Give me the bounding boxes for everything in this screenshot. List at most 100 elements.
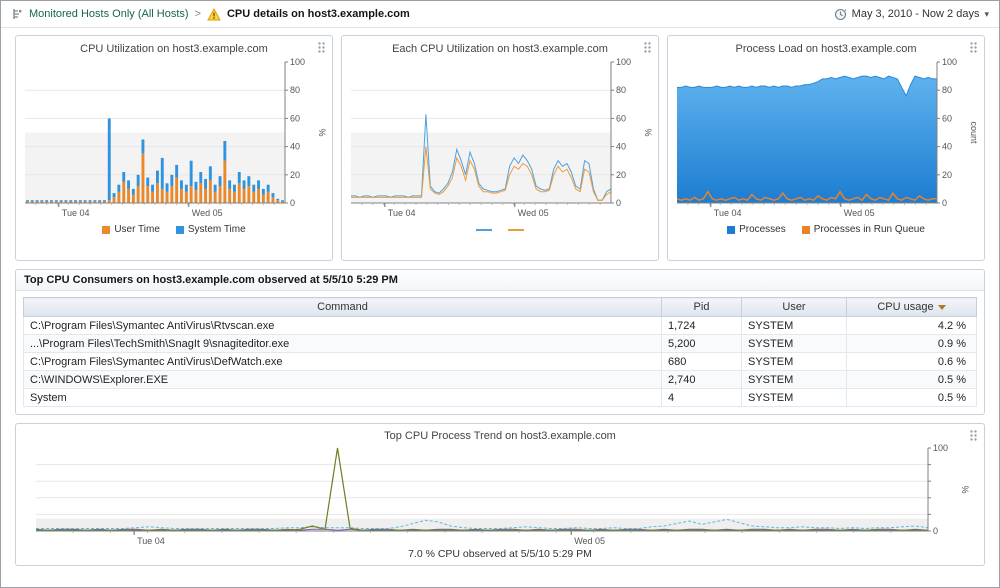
- table-row[interactable]: C:\Program Files\Symantec AntiVirus\Rtvs…: [23, 316, 977, 335]
- cell-cpu: 0.6 %: [846, 352, 977, 371]
- panel-top-cpu-consumers: Top CPU Consumers on host3.example.com o…: [15, 269, 985, 415]
- svg-text:%: %: [960, 485, 970, 493]
- cell-command: ...\Program Files\TechSmith\SnagIt 9\sna…: [23, 334, 662, 353]
- svg-text:40: 40: [942, 142, 952, 152]
- cell-cpu: 0.5 %: [846, 370, 977, 389]
- table-row[interactable]: C:\WINDOWS\Explorer.EXE 2,740 SYSTEM 0.5 %: [23, 370, 977, 389]
- svg-text:60: 60: [290, 113, 300, 123]
- system-time-swatch: [175, 225, 184, 234]
- chart-menu-icon[interactable]: [969, 41, 978, 54]
- table-wrap: Command Pid User CPU usage C:\Program Fi…: [16, 291, 984, 414]
- cell-user: SYSTEM: [741, 316, 847, 335]
- panel-cpu-utilization: CPU Utilization on host3.example.com 0 20…: [15, 35, 333, 261]
- table-row[interactable]: ...\Program Files\TechSmith\SnagIt 9\sna…: [23, 334, 977, 353]
- run-queue-swatch: [801, 225, 810, 234]
- legend-item-system-time: System Time: [175, 224, 246, 235]
- breadcrumb-bar: Monitored Hosts Only (All Hosts) > CPU d…: [1, 1, 999, 28]
- svg-text:count: count: [969, 121, 979, 144]
- top-cpu-process-trend-chart[interactable]: 0 100% Tue 04 Wed 05: [26, 443, 974, 547]
- breadcrumb-separator: >: [194, 8, 201, 20]
- svg-text:100: 100: [290, 57, 305, 67]
- svg-text:20: 20: [290, 170, 300, 180]
- breadcrumb: Monitored Hosts Only (All Hosts) > CPU d…: [11, 7, 410, 21]
- panel-title: Top CPU Process Trend on host3.example.c…: [384, 430, 616, 442]
- svg-text:Tue 04: Tue 04: [388, 208, 416, 218]
- svg-text:0: 0: [616, 198, 621, 208]
- svg-text:Wed 05: Wed 05: [192, 208, 223, 218]
- cpu1-line-swatch: [508, 228, 524, 231]
- svg-text:100: 100: [942, 57, 957, 67]
- chart-menu-icon[interactable]: [643, 41, 652, 54]
- table-title: Top CPU Consumers on host3.example.com o…: [16, 270, 984, 291]
- svg-text:20: 20: [942, 170, 952, 180]
- each-cpu-utilization-chart[interactable]: 0 20 40 60 80 100% Tue 04 Wed 05: [345, 56, 655, 220]
- table-row[interactable]: System 4 SYSTEM 0.5 %: [23, 388, 977, 407]
- svg-text:40: 40: [616, 142, 626, 152]
- time-range-selector[interactable]: May 3, 2010 - Now 2 days ▾: [834, 8, 989, 21]
- svg-text:40: 40: [290, 142, 300, 152]
- svg-text:60: 60: [942, 113, 952, 123]
- legend-item-processes: Processes: [727, 224, 786, 235]
- cell-command: System: [23, 388, 662, 407]
- svg-text:60: 60: [616, 113, 626, 123]
- svg-text:Wed 05: Wed 05: [844, 208, 875, 218]
- cell-cpu: 0.9 %: [846, 334, 977, 353]
- legend-item-user-time: User Time: [102, 224, 160, 235]
- svg-text:100: 100: [933, 443, 948, 453]
- svg-text:100: 100: [616, 57, 631, 67]
- clock-icon: [834, 8, 847, 21]
- time-range-label: May 3, 2010 - Now 2 days: [851, 8, 980, 20]
- sort-desc-icon: [937, 304, 946, 310]
- processes-swatch: [727, 225, 736, 234]
- consumers-table-body: C:\Program Files\Symantec AntiVirus\Rtvs…: [23, 316, 977, 407]
- process-load-chart[interactable]: 0 20 40 60 80 100 count Tue 04 Wed 05: [671, 56, 981, 220]
- svg-text:%: %: [317, 128, 327, 136]
- table-header-row: Command Pid User CPU usage: [23, 297, 977, 317]
- column-header-command[interactable]: Command: [23, 297, 662, 317]
- cell-cpu: 4.2 %: [846, 316, 977, 335]
- cell-cpu: 0.5 %: [846, 388, 977, 407]
- warning-icon: [207, 7, 221, 21]
- panel-title: CPU Utilization on host3.example.com: [80, 43, 268, 55]
- legend-item-run-queue: Processes in Run Queue: [801, 224, 925, 235]
- svg-text:20: 20: [616, 170, 626, 180]
- chart-menu-icon[interactable]: [969, 429, 978, 442]
- panel-title: Each CPU Utilization on host3.example.co…: [392, 43, 608, 55]
- table-row[interactable]: C:\Program Files\Symantec AntiVirus\DefW…: [23, 352, 977, 371]
- panel-title: Process Load on host3.example.com: [735, 43, 917, 55]
- svg-text:80: 80: [616, 85, 626, 95]
- dashboard-content: CPU Utilization on host3.example.com 0 20…: [1, 28, 999, 587]
- cell-pid: 1,724: [661, 316, 742, 335]
- cell-command: C:\WINDOWS\Explorer.EXE: [23, 370, 662, 389]
- svg-text:0: 0: [942, 198, 947, 208]
- cell-pid: 5,200: [661, 334, 742, 353]
- svg-text:Wed 05: Wed 05: [574, 536, 605, 546]
- chart-legend: [344, 220, 656, 239]
- cell-user: SYSTEM: [741, 334, 847, 353]
- panel-top-cpu-process-trend: Top CPU Process Trend on host3.example.c…: [15, 423, 985, 566]
- cpu-utilization-chart[interactable]: 0 20 40 60 80 100% Tue 04 Wed 05: [19, 56, 329, 220]
- column-header-cpu-usage[interactable]: CPU usage: [846, 297, 977, 317]
- chart-menu-icon[interactable]: [317, 41, 326, 54]
- breadcrumb-link-monitored-hosts[interactable]: Monitored Hosts Only (All Hosts): [29, 8, 189, 20]
- user-time-swatch: [102, 225, 111, 234]
- svg-text:0: 0: [290, 198, 295, 208]
- panel-each-cpu-utilization: Each CPU Utilization on host3.example.co…: [341, 35, 659, 261]
- chart-row: CPU Utilization on host3.example.com 0 20…: [15, 35, 985, 261]
- cell-command: C:\Program Files\Symantec AntiVirus\DefW…: [23, 352, 662, 371]
- cell-user: SYSTEM: [741, 370, 847, 389]
- svg-text:Tue 04: Tue 04: [62, 208, 90, 218]
- chevron-down-icon: ▾: [984, 8, 989, 19]
- cell-command: C:\Program Files\Symantec AntiVirus\Rtvs…: [23, 316, 662, 335]
- dashboard-icon: [11, 8, 23, 20]
- legend-item-cpu1: [508, 228, 524, 231]
- column-header-user[interactable]: User: [741, 297, 847, 317]
- legend-item-cpu0: [476, 228, 492, 231]
- column-header-pid[interactable]: Pid: [661, 297, 742, 317]
- svg-text:Tue 04: Tue 04: [137, 536, 165, 546]
- chart-caption: 7.0 % CPU observed at 5/5/10 5:29 PM: [408, 548, 592, 560]
- consumers-table: Command Pid User CPU usage C:\Program Fi…: [23, 297, 977, 407]
- cell-pid: 680: [661, 352, 742, 371]
- page-title: CPU details on host3.example.com: [226, 8, 410, 20]
